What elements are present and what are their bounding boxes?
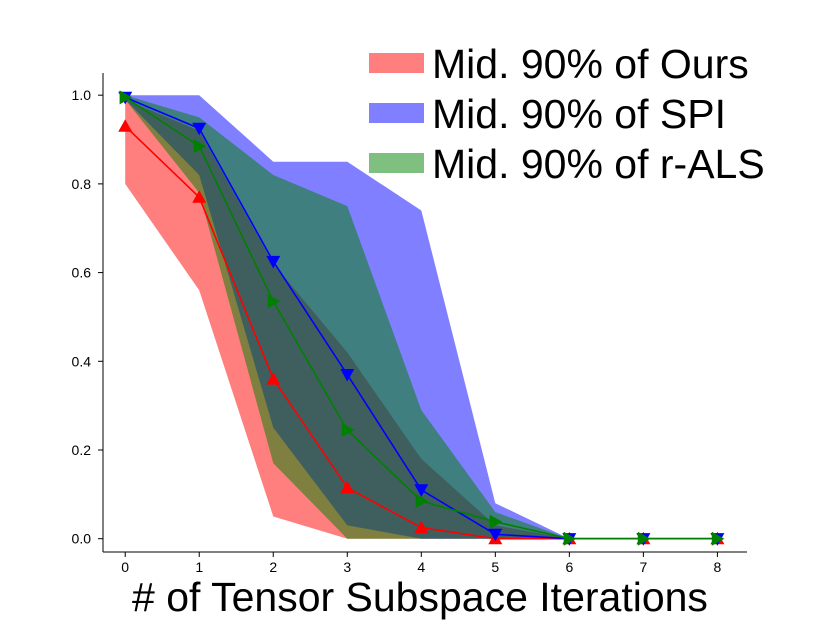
legend-label-spi: Mid. 90% of SPI	[432, 91, 726, 137]
marker-ours-4	[414, 520, 429, 534]
x-tick-label: 8	[713, 559, 721, 575]
marker-spi-2	[266, 255, 281, 269]
axes	[102, 73, 747, 553]
marker-rals-6	[563, 531, 577, 546]
marker-ours-2	[266, 372, 281, 385]
marker-rals-0	[119, 90, 133, 105]
x-ticks: 0 1 2 3 4 5 6 7 8	[121, 552, 721, 575]
marker-rals-1	[193, 139, 207, 154]
marker-spi-3	[340, 369, 355, 382]
marker-spi-1	[192, 122, 207, 136]
legend-swatch-spi	[369, 103, 424, 123]
marker-rals-3	[341, 423, 355, 437]
x-tick-label: 7	[639, 559, 647, 575]
confidence-bands	[125, 95, 718, 539]
y-tick-label: 0.0	[72, 531, 92, 547]
series-markers	[118, 90, 725, 546]
band-rals	[125, 95, 718, 539]
marker-spi-5	[488, 528, 503, 542]
x-tick-label: 6	[565, 559, 573, 575]
marker-rals-4	[415, 494, 429, 508]
y-tick-label: 0.6	[72, 265, 92, 281]
legend-label-rals: Mid. 90% of r-ALS	[432, 141, 765, 187]
legend-label-ours: Mid. 90% of Ours	[432, 41, 749, 87]
marker-rals-8	[711, 531, 725, 546]
x-tick-label: 4	[417, 559, 425, 575]
marker-rals-7	[637, 531, 651, 546]
y-tick-label: 1.0	[72, 87, 92, 103]
legend: Mid. 90% of Ours Mid. 90% of SPI Mid. 90…	[369, 41, 765, 187]
x-axis-label: # of Tensor Subspace Iterations	[132, 574, 708, 620]
x-tick-label: 1	[195, 559, 203, 575]
marker-rals-2	[267, 294, 281, 309]
marker-ours-0	[118, 119, 133, 132]
x-tick-label: 2	[269, 559, 277, 575]
y-ticks: 0.0 0.2 0.4 0.6 0.8 1.0	[72, 87, 103, 547]
marker-rals-5	[489, 514, 503, 529]
legend-swatch-ours	[369, 53, 424, 73]
x-tick-label: 3	[343, 559, 351, 575]
marker-spi-4	[414, 484, 429, 497]
y-tick-label: 0.4	[72, 353, 92, 369]
marker-ours-1	[192, 190, 207, 203]
legend-swatch-rals	[369, 153, 424, 173]
x-tick-label: 5	[491, 559, 499, 575]
y-tick-label: 0.8	[72, 176, 92, 192]
marker-ours-3	[340, 480, 355, 494]
y-tick-label: 0.2	[72, 442, 92, 458]
x-tick-label: 0	[121, 559, 129, 575]
